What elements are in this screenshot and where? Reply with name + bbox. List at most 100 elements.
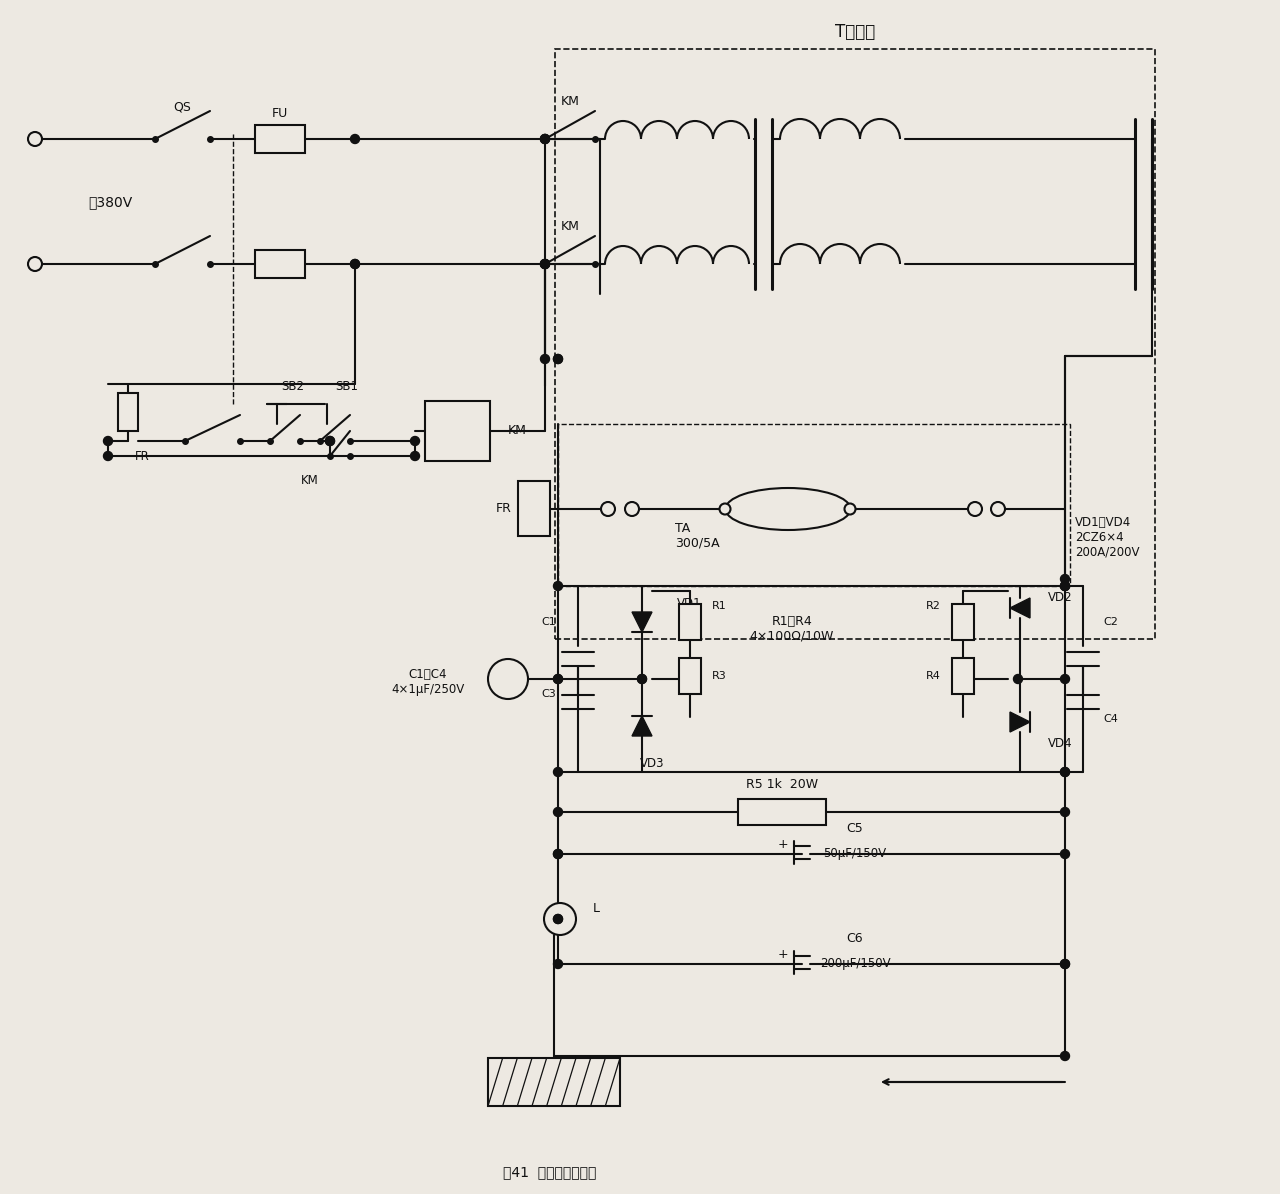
- Circle shape: [553, 675, 562, 683]
- Text: FR: FR: [497, 503, 512, 516]
- Circle shape: [540, 355, 549, 363]
- Circle shape: [1014, 675, 1023, 683]
- Bar: [255, 250, 305, 278]
- Text: KM: KM: [561, 221, 580, 234]
- Bar: [678, 658, 701, 694]
- Circle shape: [1061, 1052, 1070, 1060]
- Polygon shape: [1010, 712, 1030, 732]
- Circle shape: [553, 355, 562, 363]
- Bar: [558, 424, 1070, 586]
- Circle shape: [540, 135, 549, 143]
- Circle shape: [991, 501, 1005, 516]
- Circle shape: [1061, 574, 1070, 584]
- Circle shape: [540, 259, 549, 269]
- Circle shape: [351, 259, 360, 269]
- Circle shape: [968, 501, 982, 516]
- Text: R1: R1: [712, 601, 727, 611]
- Circle shape: [1061, 849, 1070, 858]
- Text: VD1: VD1: [677, 597, 701, 610]
- Circle shape: [1061, 675, 1070, 683]
- Circle shape: [411, 451, 420, 461]
- Text: C1～C4
4×1μF/250V: C1～C4 4×1μF/250V: [392, 667, 465, 696]
- Circle shape: [28, 133, 42, 146]
- Bar: [118, 393, 138, 431]
- Text: SB1: SB1: [335, 381, 358, 394]
- Polygon shape: [632, 716, 652, 736]
- Circle shape: [845, 504, 855, 515]
- Circle shape: [553, 355, 562, 363]
- Text: C1: C1: [541, 617, 556, 627]
- Text: KM: KM: [508, 425, 527, 437]
- Circle shape: [540, 259, 549, 269]
- Bar: [518, 481, 550, 536]
- Text: C3: C3: [541, 689, 556, 698]
- Text: FU: FU: [271, 107, 288, 121]
- Circle shape: [1061, 581, 1070, 591]
- Text: L: L: [593, 903, 600, 916]
- Circle shape: [411, 437, 420, 445]
- Circle shape: [540, 259, 549, 269]
- Text: QS: QS: [173, 100, 191, 113]
- Circle shape: [1061, 960, 1070, 968]
- Text: VD4: VD4: [1048, 738, 1073, 751]
- Text: ～380V: ～380V: [88, 195, 132, 209]
- Text: C2: C2: [1103, 617, 1117, 627]
- Circle shape: [540, 259, 549, 269]
- Circle shape: [625, 501, 639, 516]
- Bar: [255, 125, 305, 153]
- Text: VD3: VD3: [640, 757, 664, 770]
- Bar: [952, 604, 974, 640]
- Circle shape: [602, 501, 614, 516]
- Circle shape: [1061, 807, 1070, 817]
- Circle shape: [104, 437, 113, 445]
- Bar: [952, 658, 974, 694]
- Bar: [678, 604, 701, 640]
- Circle shape: [28, 257, 42, 271]
- Text: FR: FR: [134, 450, 150, 463]
- Bar: [488, 1058, 620, 1106]
- Bar: [425, 401, 490, 461]
- Circle shape: [1061, 960, 1070, 968]
- Text: R3: R3: [712, 671, 727, 681]
- Text: 200μF/150V: 200μF/150V: [819, 958, 891, 971]
- Circle shape: [325, 437, 334, 445]
- Circle shape: [553, 675, 562, 683]
- Circle shape: [104, 451, 113, 461]
- Polygon shape: [1010, 598, 1030, 618]
- Circle shape: [719, 504, 731, 515]
- Text: SB2: SB2: [282, 381, 305, 394]
- Text: 图41  硅整流调壓電路: 图41 硅整流调壓電路: [503, 1165, 596, 1178]
- Text: R4: R4: [927, 671, 941, 681]
- Text: 50μF/150V: 50μF/150V: [823, 848, 887, 861]
- Text: KM: KM: [301, 474, 319, 487]
- Circle shape: [553, 915, 562, 923]
- Text: KM: KM: [561, 96, 580, 109]
- Polygon shape: [632, 613, 652, 632]
- Circle shape: [540, 135, 549, 143]
- Ellipse shape: [726, 488, 850, 530]
- Circle shape: [351, 135, 360, 143]
- Text: R5 1k  20W: R5 1k 20W: [746, 777, 818, 790]
- Text: VD1～VD4
2CZ6×4
200A/200V: VD1～VD4 2CZ6×4 200A/200V: [1075, 516, 1139, 559]
- Text: R1～R4
4×100Ω/10W: R1～R4 4×100Ω/10W: [750, 615, 835, 644]
- Circle shape: [1061, 768, 1070, 776]
- Circle shape: [553, 849, 562, 858]
- Text: C6: C6: [846, 933, 863, 946]
- Bar: [556, 49, 1155, 639]
- Circle shape: [1061, 581, 1070, 591]
- Circle shape: [553, 849, 562, 858]
- Text: C5: C5: [846, 823, 864, 836]
- Text: C4: C4: [1103, 714, 1117, 724]
- Circle shape: [351, 259, 360, 269]
- Circle shape: [637, 675, 646, 683]
- Circle shape: [325, 437, 334, 445]
- Text: +: +: [777, 948, 788, 961]
- Circle shape: [553, 768, 562, 776]
- Circle shape: [553, 915, 562, 923]
- Text: +: +: [777, 838, 788, 851]
- Circle shape: [553, 960, 562, 968]
- Circle shape: [1061, 768, 1070, 776]
- Circle shape: [553, 807, 562, 817]
- Text: TA
300/5A: TA 300/5A: [675, 522, 719, 550]
- Circle shape: [637, 675, 646, 683]
